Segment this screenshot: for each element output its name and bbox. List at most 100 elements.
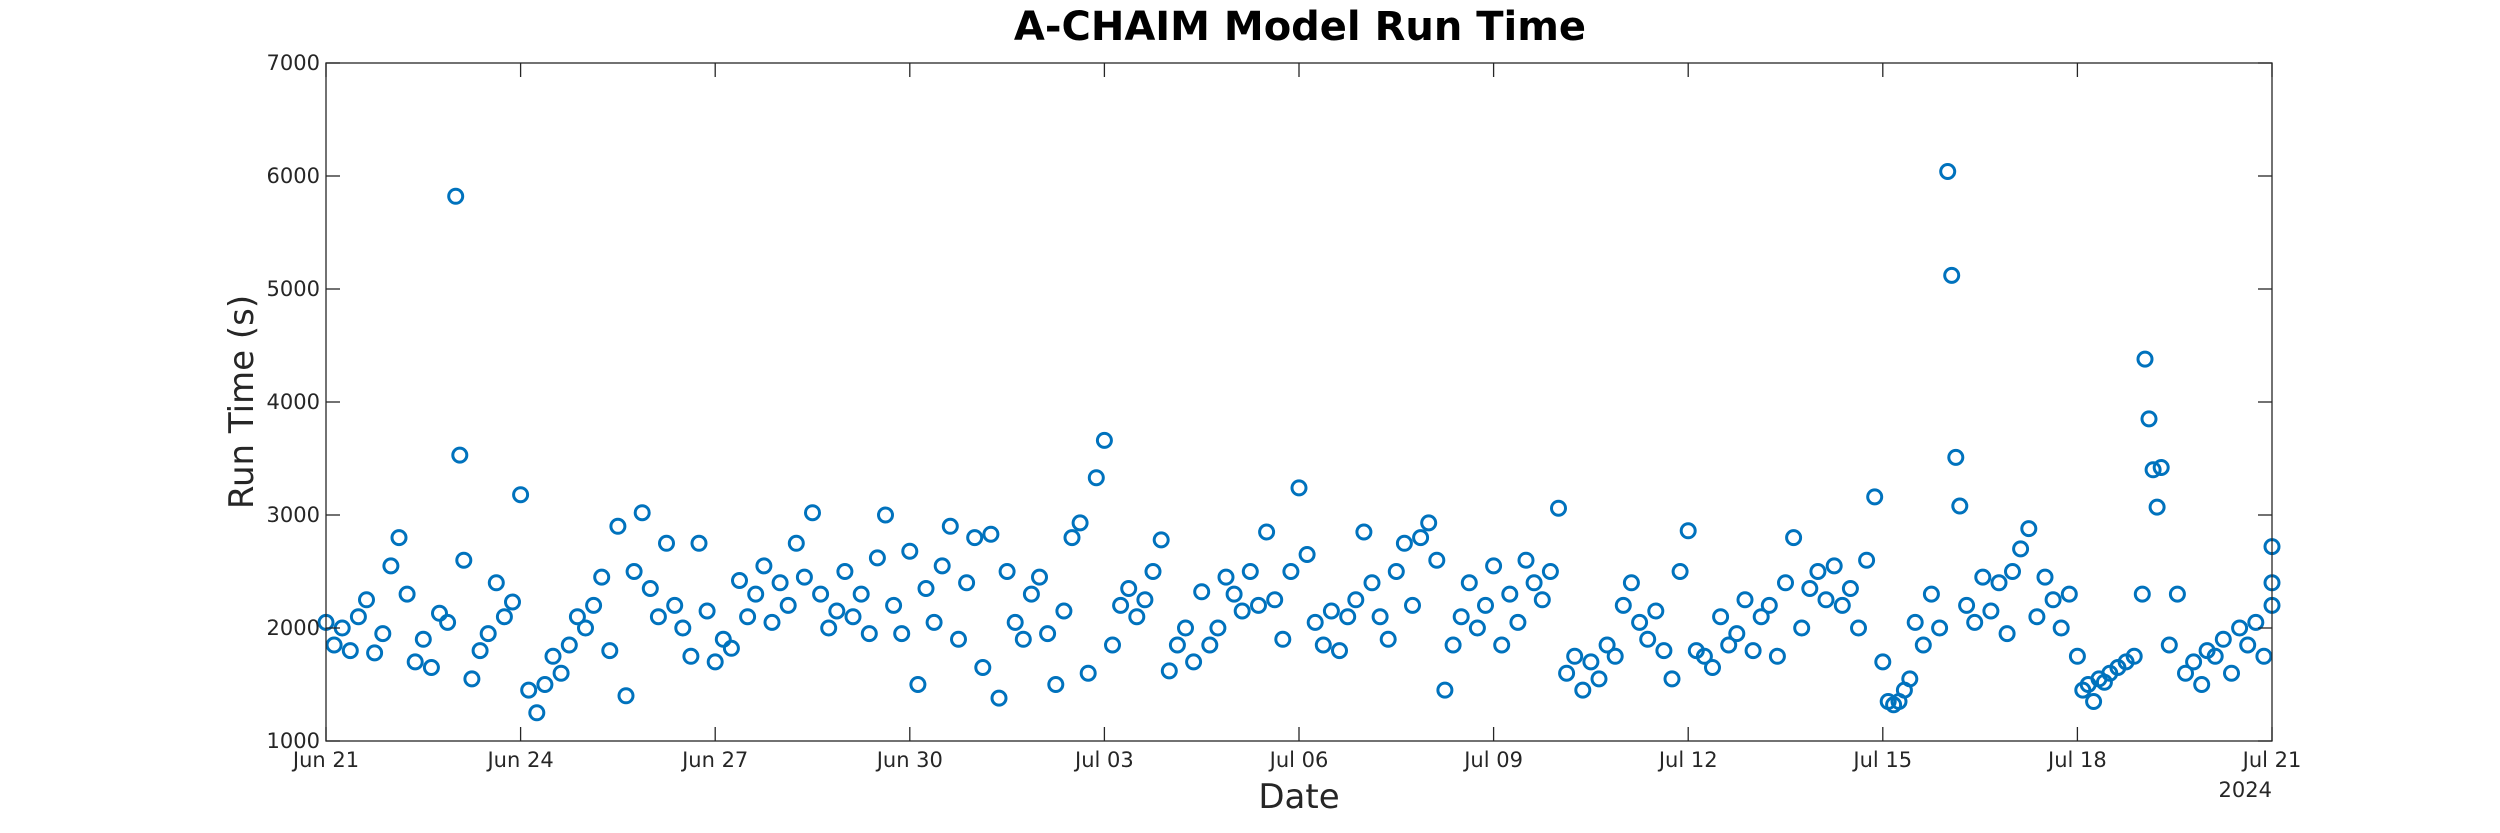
data-point — [349, 608, 367, 626]
data-point — [714, 630, 732, 648]
data-point — [2247, 613, 2265, 631]
data-point — [2036, 568, 2054, 586]
data-point — [487, 574, 505, 592]
data-point — [1793, 619, 1811, 637]
data-point — [609, 517, 627, 535]
data-point — [739, 608, 757, 626]
data-point — [1704, 659, 1721, 676]
x-tick-label: Jun 21 — [291, 748, 359, 772]
data-point — [682, 647, 700, 665]
x-tick-label: Jul 09 — [1462, 748, 1523, 772]
data-point — [2020, 520, 2038, 538]
data-point — [1087, 469, 1105, 487]
data-point — [2152, 459, 2170, 476]
x-tick-label: Jul 06 — [1268, 748, 1329, 772]
data-point — [1998, 625, 2016, 643]
data-point — [1982, 602, 2000, 620]
data-point — [1063, 529, 1081, 547]
data-point — [731, 572, 748, 589]
data-point — [1331, 642, 1348, 660]
data-point — [1752, 608, 1770, 626]
data-point — [974, 659, 992, 676]
data-point — [779, 596, 797, 614]
data-point — [1412, 529, 1430, 547]
data-point — [2136, 350, 2154, 368]
data-point — [1468, 619, 1486, 637]
data-point — [1379, 630, 1397, 648]
data-point — [1031, 568, 1048, 586]
data-point — [2206, 647, 2224, 665]
x-tick-label: Jul 12 — [1657, 748, 1718, 772]
data-point — [1777, 574, 1794, 592]
data-point — [1671, 563, 1689, 580]
data-point — [601, 642, 619, 660]
data-point — [1947, 448, 1965, 466]
data-point — [560, 636, 578, 654]
data-point — [431, 604, 448, 622]
data-point — [925, 613, 943, 631]
data-point — [2160, 636, 2178, 654]
data-point — [2060, 585, 2078, 603]
data-point — [1939, 163, 1957, 180]
data-point — [1841, 580, 1859, 597]
y-tick-label: 1000 — [267, 729, 320, 753]
data-point — [585, 596, 603, 614]
data-point — [593, 568, 611, 586]
x-tick-label: Jun 24 — [485, 748, 553, 772]
data-point — [1298, 546, 1316, 563]
data-point — [1728, 625, 1746, 643]
data-point — [1022, 585, 1040, 603]
data-points — [317, 163, 2281, 722]
data-point — [1428, 551, 1446, 569]
data-point — [722, 639, 740, 657]
data-point — [390, 529, 408, 547]
data-point — [649, 608, 667, 626]
data-point — [1420, 514, 1438, 532]
data-point — [1914, 636, 1932, 654]
data-point — [325, 636, 343, 654]
data-point — [1371, 608, 1389, 626]
plot-frame — [325, 62, 2273, 742]
data-point — [1958, 596, 1976, 614]
data-point — [1931, 619, 1949, 637]
data-point — [674, 619, 692, 637]
data-point — [1006, 613, 1024, 631]
data-point — [747, 585, 765, 603]
data-point — [1574, 681, 1592, 699]
data-point — [2177, 664, 2194, 682]
data-point — [1071, 514, 1089, 532]
data-point — [2133, 585, 2151, 603]
data-point — [1533, 591, 1551, 609]
data-point — [1906, 613, 1924, 631]
y-tick-label: 7000 — [267, 51, 320, 75]
x-tick-label: Jul 03 — [1073, 748, 1134, 772]
data-point — [1128, 608, 1146, 626]
data-point — [2239, 636, 2257, 654]
data-point — [966, 529, 984, 547]
data-point — [1047, 676, 1065, 693]
data-point — [877, 506, 894, 524]
data-point — [933, 557, 951, 575]
data-point — [1550, 499, 1567, 517]
data-point — [495, 608, 513, 626]
data-point — [1809, 563, 1827, 580]
data-point — [763, 613, 781, 631]
data-point — [1485, 557, 1503, 575]
data-point — [1339, 608, 1357, 626]
y-tick-label: 5000 — [267, 277, 320, 301]
data-point — [2085, 693, 2103, 710]
data-point — [463, 670, 481, 688]
data-point — [804, 504, 821, 522]
x-tick-label: Jun 27 — [680, 748, 748, 772]
data-point — [1590, 670, 1608, 688]
data-point — [1152, 531, 1170, 549]
data-point — [1160, 662, 1178, 680]
data-point — [1452, 608, 1470, 626]
data-point — [917, 580, 935, 597]
data-point — [1209, 619, 1227, 637]
data-point — [1760, 596, 1778, 614]
data-point — [2148, 498, 2166, 516]
data-point — [2214, 630, 2232, 648]
data-point — [1622, 574, 1640, 592]
data-point — [1720, 636, 1738, 654]
